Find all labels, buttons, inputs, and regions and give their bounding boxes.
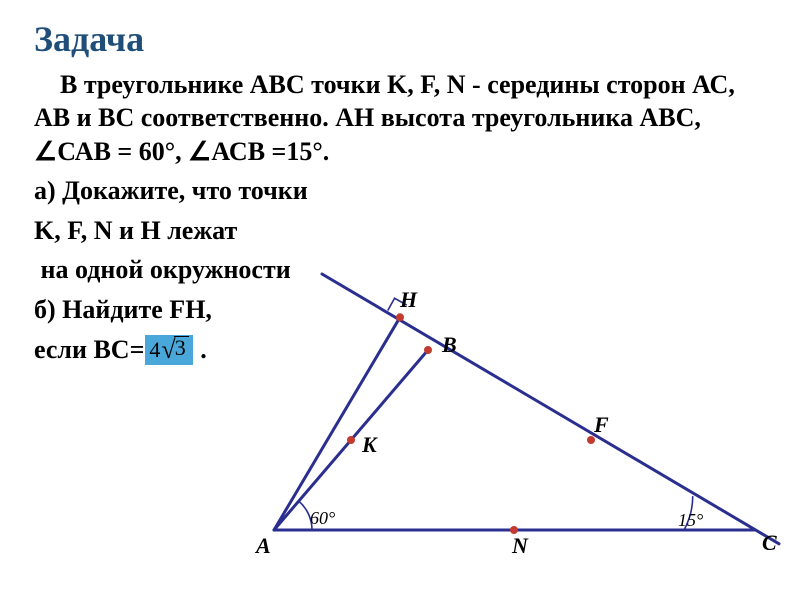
svg-text:F: F bbox=[593, 412, 609, 437]
svg-text:C: C bbox=[762, 530, 777, 555]
problem-statement: В треугольнике АВС точки K, F, N - серед… bbox=[34, 68, 766, 168]
svg-text:A: A bbox=[254, 533, 271, 558]
svg-text:15°: 15° bbox=[678, 510, 703, 530]
part-a-line-1: а) Докажите, что точки bbox=[34, 174, 766, 208]
svg-text:K: K bbox=[361, 432, 378, 457]
svg-text:B: B bbox=[441, 332, 457, 357]
svg-text:60°: 60° bbox=[310, 508, 335, 528]
geometry-diagram: 60° 15° A B C H K F N bbox=[234, 260, 784, 580]
svg-text:N: N bbox=[511, 533, 529, 558]
part-a-line-2: K, F, N и H лежат bbox=[34, 214, 766, 248]
highlight-value: 4 √ 3 bbox=[145, 335, 192, 365]
page-title: Задача bbox=[34, 18, 766, 60]
svg-text:H: H bbox=[399, 287, 418, 312]
